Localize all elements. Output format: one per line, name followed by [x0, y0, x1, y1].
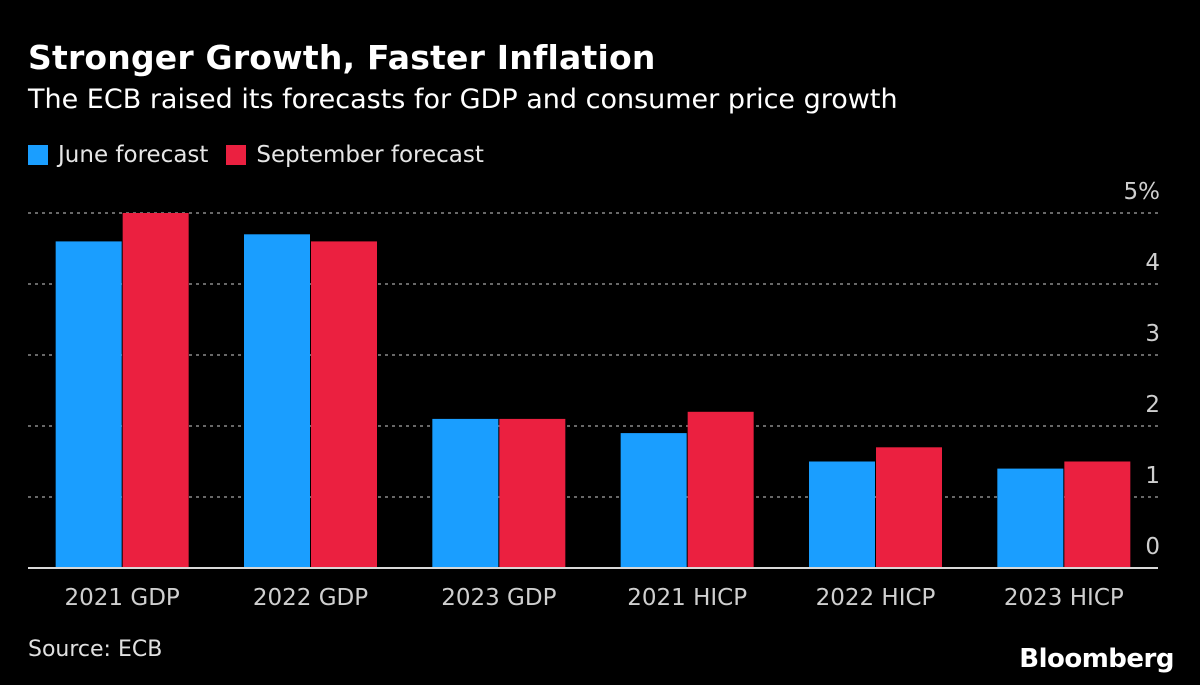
legend: June forecast September forecast — [28, 142, 502, 168]
x-tick-label: 2023 GDP — [441, 585, 556, 611]
x-tick-label: 2022 GDP — [253, 585, 368, 611]
x-tick-label: 2021 GDP — [65, 585, 180, 611]
y-tick-label: 0 — [1145, 534, 1160, 560]
x-tick-label: 2022 HICP — [816, 585, 936, 611]
bar-june-2022-hicp — [809, 461, 875, 568]
legend-swatch-june — [28, 145, 48, 165]
source-note: Source: ECB — [28, 637, 163, 662]
bar-june-2023-gdp — [432, 418, 499, 568]
bar-september-2021-gdp — [122, 213, 189, 568]
x-tick-label: 2023 HICP — [1004, 585, 1124, 611]
bar-june-2022-gdp — [244, 234, 310, 569]
legend-label-september: September forecast — [256, 142, 484, 168]
bar-september-2023-hicp — [1064, 461, 1131, 568]
bar-june-2021-gdp — [55, 241, 122, 568]
bar-june-2023-hicp — [997, 468, 1064, 568]
x-tick-label: 2021 HICP — [627, 585, 747, 611]
y-tick-label: 5% — [1124, 179, 1161, 205]
chart-title: Stronger Growth, Faster Inflation — [28, 38, 656, 77]
y-tick-label: 3 — [1145, 321, 1160, 347]
legend-item-june: June forecast — [28, 142, 208, 168]
bar-september-2022-hicp — [876, 447, 942, 568]
legend-label-june: June forecast — [58, 142, 209, 168]
legend-swatch-september — [226, 145, 247, 165]
legend-item-september: September forecast — [226, 142, 484, 168]
y-tick-label: 1 — [1145, 463, 1160, 489]
bloomberg-logo: Bloomberg — [1019, 644, 1174, 674]
bar-september-2021-hicp — [687, 411, 754, 568]
bar-september-2022-gdp — [311, 241, 377, 568]
chart-subtitle: The ECB raised its forecasts for GDP and… — [28, 84, 898, 115]
y-tick-label: 4 — [1145, 250, 1160, 276]
bar-june-2021-hicp — [620, 433, 687, 568]
y-tick-label: 2 — [1145, 392, 1160, 418]
bar-september-2023-gdp — [499, 418, 566, 568]
